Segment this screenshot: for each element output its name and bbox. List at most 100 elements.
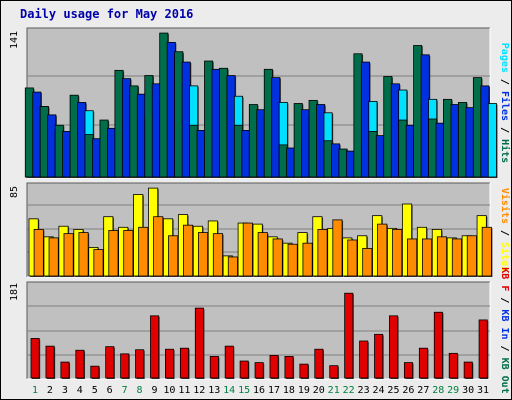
bar-fill (413, 45, 423, 178)
legend-item: Hits (499, 139, 511, 163)
x-tick-label: 22 (343, 385, 355, 396)
bar-fill (151, 83, 161, 178)
bar-fill (153, 216, 164, 277)
bar-fill (389, 315, 399, 379)
bar-fill (47, 114, 57, 178)
bar-fill (194, 307, 204, 379)
bar-fill (226, 75, 236, 178)
bar-sites-21 (332, 219, 344, 277)
bar-sites-17 (272, 238, 284, 277)
bar-sites-26 (407, 238, 418, 277)
legend-item: Visits (499, 188, 511, 224)
legend-label-3: KB F / KB In / KB Out (499, 267, 510, 393)
panel-3-border-dark (26, 281, 490, 379)
bar-fill (39, 106, 49, 178)
bar-fill (332, 219, 343, 277)
x-tick-label: 10 (163, 385, 175, 396)
bar-kb-4 (75, 349, 86, 379)
bar-kb-18 (284, 356, 295, 379)
chart-title: Daily usage for May 2016 (20, 7, 194, 21)
x-tick-label: 19 (298, 385, 310, 396)
x-tick-label: 29 (447, 385, 459, 396)
bar-fill (84, 134, 94, 178)
bar-fill (135, 349, 145, 379)
bar-fill (108, 230, 119, 277)
bar-fill (428, 118, 438, 178)
bar-sites-24 (377, 223, 388, 277)
bar-fill (69, 94, 79, 178)
legend-item: KB In (499, 309, 510, 339)
bar-fill (271, 77, 281, 178)
bar-fill (269, 354, 279, 379)
bar-fill (196, 130, 206, 178)
bar-sites-19 (302, 242, 314, 277)
bar-fill (331, 143, 341, 178)
bar-fill (136, 93, 146, 178)
bar-fill (242, 222, 253, 277)
bar-kb-24 (374, 333, 384, 379)
x-tick-label: 2 (47, 385, 53, 396)
bar-fill (105, 346, 115, 379)
bar-sites-3 (63, 233, 75, 277)
bar-fill (392, 229, 403, 277)
legend-label-1: Pages / Files / Hits (499, 43, 511, 163)
bar-fill (480, 85, 490, 178)
bar-fill (451, 238, 462, 277)
bar-sites-12 (197, 232, 209, 277)
bar-fill (32, 91, 42, 178)
legend-separator: / (499, 291, 510, 309)
bar-kb-10 (165, 348, 175, 379)
x-tick-label: 15 (238, 385, 250, 396)
bar-kb-3 (60, 361, 71, 379)
bar-fill (256, 109, 266, 178)
bar-kb-7 (120, 353, 130, 379)
bar-sites-1 (33, 229, 45, 277)
x-tick-label: 17 (268, 385, 280, 396)
panel-3-border-light (27, 282, 491, 380)
x-tick-label: 25 (387, 385, 399, 396)
bar-fill (481, 226, 492, 277)
bar-sites-13 (212, 233, 224, 277)
bar-fill (436, 236, 448, 277)
bar-fill (90, 365, 100, 379)
bar-sites-28 (436, 236, 448, 277)
x-tick-label: 27 (417, 385, 429, 396)
bar-fill (174, 51, 184, 178)
bar-fill (248, 104, 258, 178)
bar-fill (107, 127, 117, 178)
bar-fill (129, 85, 139, 178)
x-tick-label: 1 (32, 385, 38, 396)
bar-fill (433, 311, 443, 379)
legend-item: KB F (499, 267, 510, 291)
bar-fill (377, 223, 388, 277)
bar-fill (75, 349, 85, 379)
bar-fill (241, 130, 251, 178)
bar-fill (233, 124, 243, 178)
bar-kb-21 (329, 365, 339, 379)
bar-fill (48, 237, 59, 277)
bar-fill (219, 67, 229, 178)
bar-fill (308, 99, 318, 178)
bar-fill (405, 124, 415, 178)
bar-fill (54, 124, 64, 178)
bar-fill (360, 61, 370, 178)
bar-sites-14 (227, 256, 239, 277)
x-tick-label: 28 (432, 385, 444, 396)
bar-kb-14 (224, 345, 235, 379)
legend-item: Files (499, 91, 511, 121)
bar-kb-9 (150, 315, 160, 379)
bar-sites-23 (362, 248, 373, 277)
bar-kb-31 (478, 319, 489, 379)
bar-sites-20 (317, 229, 329, 277)
bar-fill (463, 361, 473, 379)
bar-sites-22 (347, 239, 358, 277)
bar-fill (123, 230, 134, 277)
bar-fill (418, 347, 428, 379)
x-tick-label: 13 (208, 385, 220, 396)
bar-kb-20 (314, 348, 324, 379)
bar-fill (183, 224, 194, 277)
bar-sites-4 (78, 232, 90, 277)
bar-fill (168, 235, 179, 277)
bar-sites-27 (422, 238, 433, 277)
y-max-label-1: 141 (9, 31, 20, 49)
